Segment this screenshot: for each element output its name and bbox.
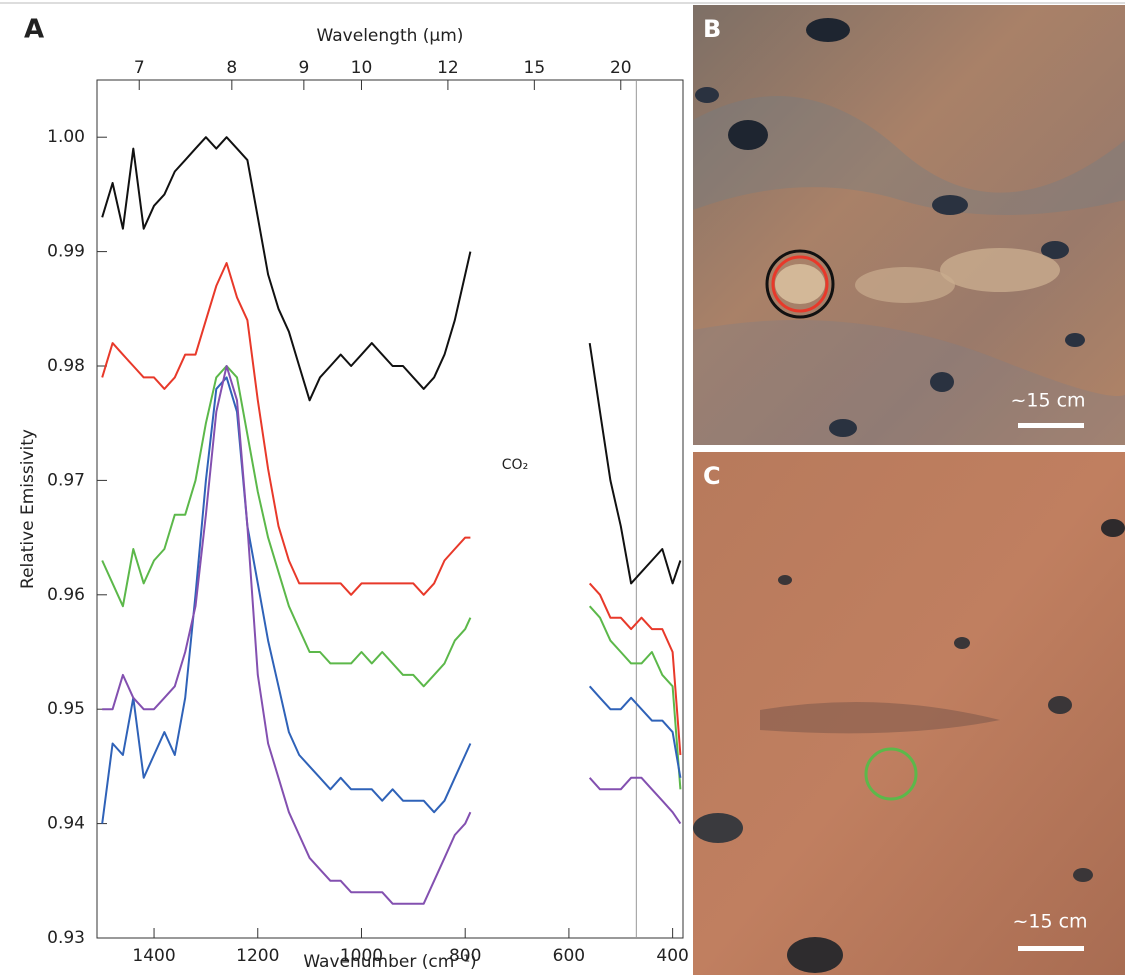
- y-tick-label: 0.94: [47, 814, 85, 834]
- y-tick-label: 1.00: [47, 127, 85, 147]
- scale-label: ~15 cm: [1012, 911, 1087, 933]
- x2-axis-label: Wavelength (μm): [317, 26, 464, 46]
- x2-tick-label: 8: [226, 58, 237, 78]
- figure: B ~15 cm C ~15 cm A Wavelength (μm) Wave…: [0, 0, 1125, 975]
- x-tick-label: 600: [553, 946, 585, 966]
- y-tick-label: 0.95: [47, 699, 85, 719]
- x2-tick-label: 15: [524, 58, 546, 78]
- annotation: CO₂: [502, 457, 528, 473]
- spectrum-line: [102, 377, 680, 823]
- x2-tick-label: 10: [351, 58, 373, 78]
- x2-tick-label: 12: [437, 58, 459, 78]
- panel-label: C: [703, 462, 721, 490]
- plot-frame: [97, 80, 683, 938]
- x2-tick-label: 20: [610, 58, 632, 78]
- y-tick-label: 0.96: [47, 585, 85, 605]
- panel-label: B: [703, 15, 721, 43]
- spectrum-line: [102, 366, 680, 904]
- scale-label: ~15 cm: [1010, 390, 1085, 412]
- x-tick-label: 800: [449, 946, 481, 966]
- spectrum-line: [102, 137, 680, 583]
- panel-label: A: [24, 15, 44, 45]
- spectrum-line: [102, 366, 680, 789]
- x-tick-label: 1200: [236, 946, 279, 966]
- x-tick-label: 400: [656, 946, 688, 966]
- photo-c: [693, 452, 1125, 975]
- y-tick-label: 0.99: [47, 242, 85, 262]
- spectrum-line: [102, 263, 680, 755]
- x-tick-label: 1000: [340, 946, 383, 966]
- y-tick-label: 0.97: [47, 470, 85, 490]
- x2-tick-label: 7: [134, 58, 145, 78]
- y-tick-label: 0.98: [47, 356, 85, 376]
- y-tick-label: 0.93: [47, 928, 85, 948]
- y-axis-label: Relative Emissivity: [18, 429, 38, 589]
- x-tick-label: 1400: [132, 946, 175, 966]
- x2-tick-label: 9: [298, 58, 309, 78]
- photo-b: [693, 5, 1125, 445]
